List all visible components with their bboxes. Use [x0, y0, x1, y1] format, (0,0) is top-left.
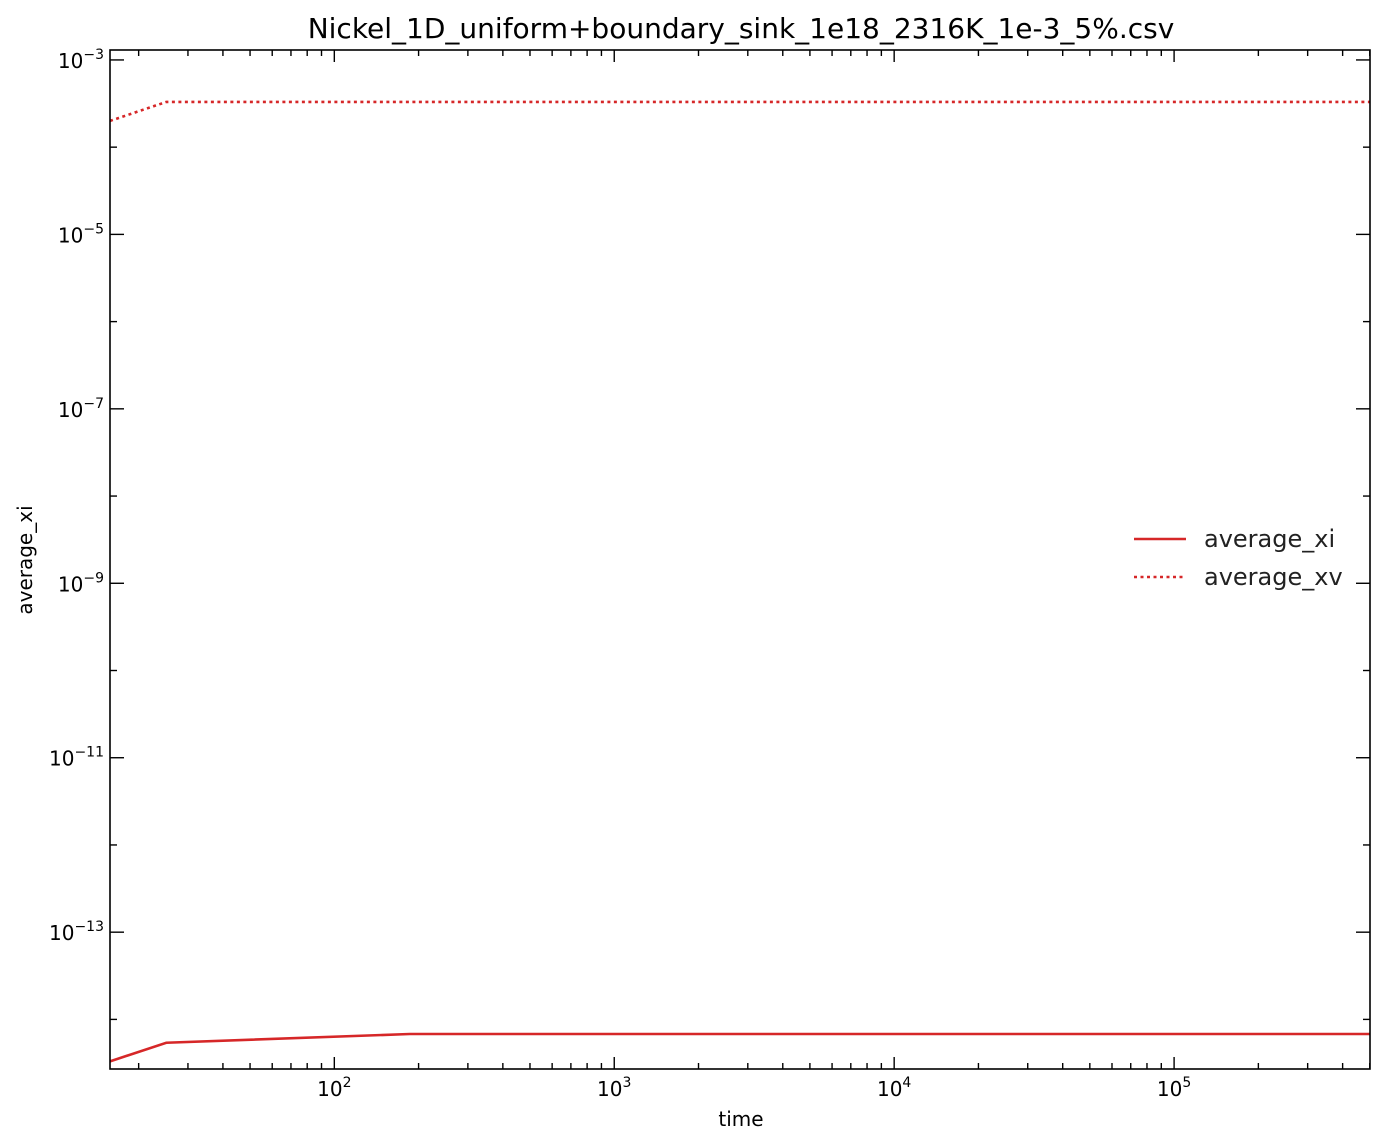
- series-layer: [109, 100, 1370, 1063]
- x-tick-label: 103: [597, 1075, 631, 1101]
- x-tick-label: 104: [877, 1075, 911, 1101]
- y-tick-label: 10−11: [49, 745, 104, 771]
- y-tick-label: 10−3: [58, 47, 104, 73]
- legend: average_xi average_xv: [1134, 525, 1343, 591]
- chart-title: Nickel_1D_uniform+boundary_sink_1e18_231…: [308, 12, 1175, 45]
- series-line-average-xi: [109, 1032, 1370, 1063]
- y-axis-ticks: 10−3 10−5 10−7 10−9 10−11 10−13: [49, 47, 1370, 1021]
- y-tick-label: 10−13: [49, 919, 104, 945]
- legend-label-average-xv: average_xv: [1204, 563, 1343, 591]
- y-axis-label: average_xi: [13, 505, 37, 614]
- legend-label-average-xi: average_xi: [1204, 525, 1335, 553]
- x-tick-label: 105: [1157, 1075, 1191, 1101]
- plot-frame: [109, 49, 1371, 1070]
- x-tick-label: 102: [317, 1075, 351, 1101]
- x-axis-label: time: [718, 1107, 763, 1131]
- series-line-average-xv: [109, 100, 1370, 123]
- y-tick-label: 10−5: [58, 221, 104, 247]
- plot-area: 102 103 104 105 10−3 10−5 10−7 10−9 10−11 10−13: [49, 47, 1371, 1101]
- y-tick-label: 10−7: [58, 396, 104, 422]
- x-axis-ticks: 102 103 104 105: [137, 50, 1371, 1101]
- y-tick-label: 10−9: [58, 570, 104, 596]
